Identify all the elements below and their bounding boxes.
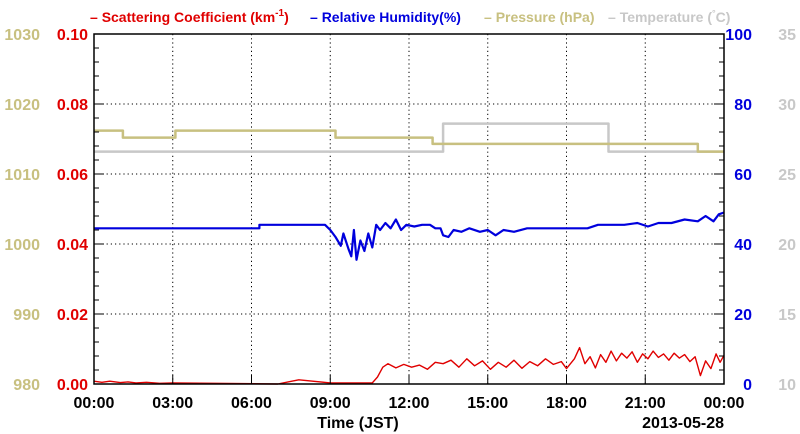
x-tick-label: 18:00 xyxy=(546,395,587,412)
humidity-tick-label: 40 xyxy=(734,237,752,254)
humidity-line xyxy=(94,211,725,261)
legend-temperature: – Temperature (°C) xyxy=(608,8,730,25)
temperature-tick-label: 30 xyxy=(778,97,796,114)
humidity-tick-label: 20 xyxy=(734,307,752,324)
legend: – Scattering Coefficient (km-1) – Relati… xyxy=(90,8,730,25)
x-tick-label: 03:00 xyxy=(152,395,193,412)
grid-lines xyxy=(94,34,724,384)
scattering-tick-label: 0.08 xyxy=(57,97,88,114)
scattering-tick-label: 0.10 xyxy=(57,27,88,44)
humidity-tick-label: 80 xyxy=(734,97,752,114)
pressure-line xyxy=(94,129,724,153)
scattering-tick-label: 0.06 xyxy=(57,167,88,184)
x-tick-label: 15:00 xyxy=(467,395,508,412)
temperature-tick-label: 25 xyxy=(778,167,796,184)
pressure-tick-label: 990 xyxy=(13,307,40,324)
pressure-tick-label: 980 xyxy=(13,377,40,394)
temperature-tick-label: 20 xyxy=(778,237,796,254)
legend-pressure: – Pressure (hPa) xyxy=(484,9,595,25)
plot-frame xyxy=(93,33,725,385)
scattering-tick-label: 0.02 xyxy=(57,307,88,324)
series-layer xyxy=(93,122,725,385)
x-tick-label: 09:00 xyxy=(310,395,351,412)
humidity-tick-label: 60 xyxy=(734,167,752,184)
pressure-tick-label: 1020 xyxy=(4,97,40,114)
x-tick-label: 06:00 xyxy=(231,395,272,412)
temperature-line xyxy=(94,122,724,153)
x-tick-label: 00:00 xyxy=(704,395,745,412)
humidity-tick-label: 100 xyxy=(725,27,752,44)
legend-humidity: – Relative Humidity(%) xyxy=(310,9,461,25)
x-tick-label: 00:00 xyxy=(74,395,115,412)
scattering-tick-label: 0.00 xyxy=(57,377,88,394)
humidity-tick-label: 0 xyxy=(743,377,752,394)
scattering-line xyxy=(93,346,725,385)
legend-scattering: – Scattering Coefficient (km-1) xyxy=(90,8,289,25)
temperature-tick-label: 10 xyxy=(778,377,796,394)
date-label: 2013-05-28 xyxy=(642,415,724,432)
x-tick-label: 12:00 xyxy=(389,395,430,412)
pressure-tick-label: 1030 xyxy=(4,27,40,44)
pressure-tick-label: 1000 xyxy=(4,237,40,254)
axes: 00:00 03:00 06:00 09:00 12:00 15:00 18:00 21:00… xyxy=(4,27,796,412)
pressure-tick-label: 1010 xyxy=(4,167,40,184)
temperature-tick-label: 35 xyxy=(778,27,796,44)
x-tick-label: 21:00 xyxy=(625,395,666,412)
temperature-tick-label: 15 xyxy=(778,307,796,324)
scattering-tick-label: 0.04 xyxy=(57,237,88,254)
x-axis-label: Time (JST) xyxy=(317,415,399,432)
